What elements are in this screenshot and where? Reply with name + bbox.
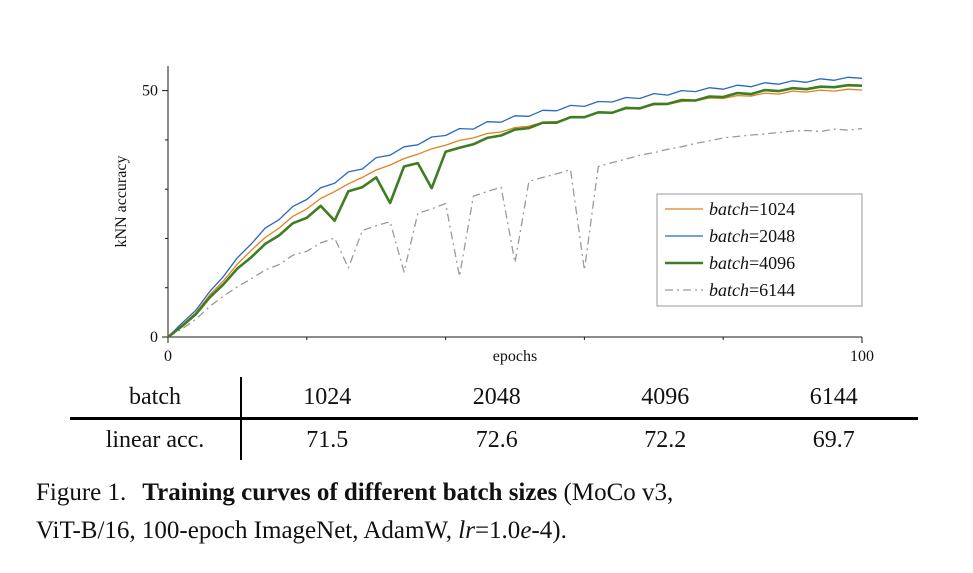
series-line-batch-2048 <box>167 76 863 338</box>
caption-e-var: e <box>520 516 532 544</box>
y-tick-label: 0 <box>150 329 158 346</box>
x-axis-label: epochs <box>493 348 537 365</box>
table-header-linear-acc: linear acc. <box>70 418 242 460</box>
results-table: batch 1024 2048 4096 6144 linear acc. 71… <box>70 377 918 460</box>
legend-label-batch-2048: batch=2048 <box>709 226 795 246</box>
table-cell-acc-1024: 71.5 <box>306 427 349 453</box>
table-cell-batch-2048: 2048 <box>412 377 581 420</box>
table-cell-batch-1024: 1024 <box>241 377 413 420</box>
legend-label-batch-1024: batch=1024 <box>709 199 795 219</box>
caption-lr-eq: =1.0 <box>474 516 521 544</box>
legend-label-batch-6144: batch=6144 <box>709 280 795 300</box>
caption-label: Figure 1. <box>36 479 127 506</box>
table-header-batch: batch <box>70 377 242 420</box>
caption-tail: -4). <box>531 516 567 544</box>
table-row: batch 1024 2048 4096 6144 <box>70 377 918 420</box>
x-tick-label: 100 <box>850 348 874 365</box>
caption-lr-var: lr <box>458 516 475 544</box>
table-cell-batch-4096: 4096 <box>580 377 750 420</box>
table-row: linear acc. 71.5 72.6 72.2 69.7 <box>70 418 918 460</box>
y-tick-label: 50 <box>142 83 158 100</box>
series-line-batch-4096 <box>167 83 863 339</box>
table-cell-acc-6144: 69.7 <box>812 427 855 453</box>
x-tick-label: 0 <box>164 348 172 365</box>
legend-box <box>656 193 863 307</box>
series-line-batch-6144 <box>167 127 863 338</box>
legend-label-batch-4096: batch=4096 <box>709 253 795 273</box>
table-cell-acc-2048: 72.6 <box>475 427 518 453</box>
figure-caption: Figure 1. Training curves of different ba… <box>36 474 944 549</box>
caption-text-line2: ViT-B/16, 100-epoch ImageNet, AdamW, <box>36 516 459 544</box>
training-curves-chart: 0 50 0 100 epochs kNN accuracy batch=1024 batch… <box>113 66 874 365</box>
caption-text: (MoCo v3, <box>557 479 674 506</box>
table-cell-batch-6144: 6144 <box>749 377 918 420</box>
series-line-batch-1024 <box>167 88 863 338</box>
table-cell-acc-4096: 72.2 <box>644 427 687 453</box>
caption-bold-title: Training curves of different batch sizes <box>142 479 558 506</box>
y-axis-label: kNN accuracy <box>113 156 130 248</box>
